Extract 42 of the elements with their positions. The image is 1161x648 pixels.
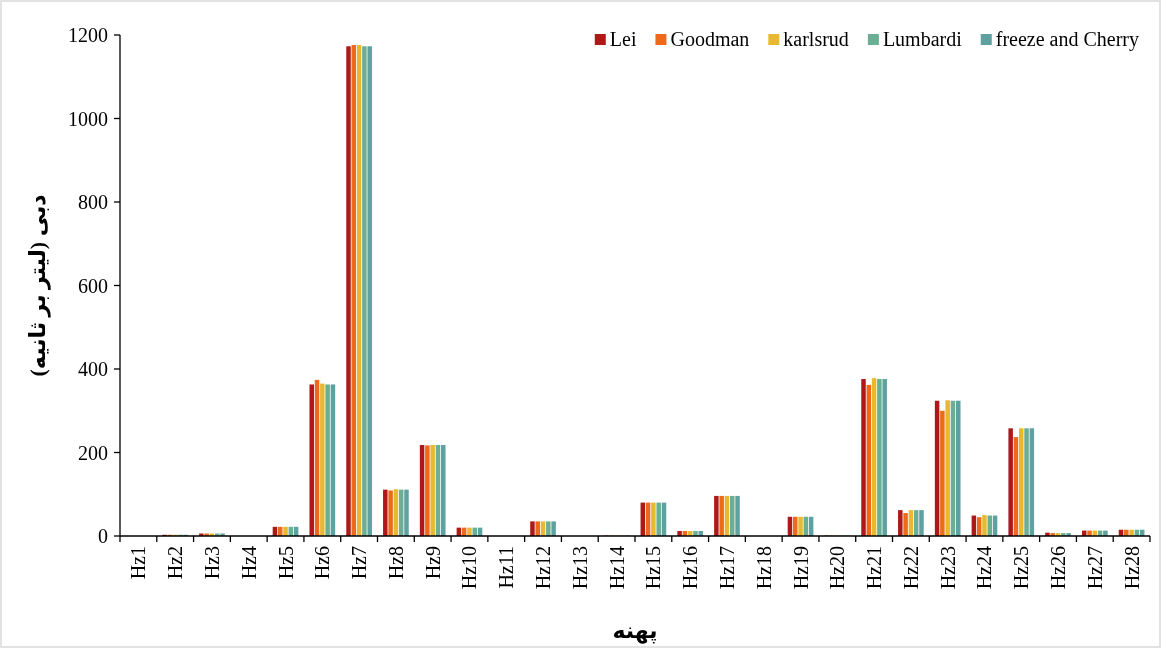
x-tick-label: Hz6 bbox=[311, 546, 334, 580]
x-tick-label: Hz17 bbox=[715, 546, 738, 590]
y-axis-title: دبی (لیتر بر ثانیه) bbox=[25, 194, 51, 377]
legend-label: Lei bbox=[609, 28, 637, 50]
legend-label: Lumbardi bbox=[882, 28, 963, 50]
x-tick-label: Hz14 bbox=[605, 546, 628, 590]
x-tick-label: Hz4 bbox=[237, 546, 260, 580]
x-tick-label: Hz13 bbox=[568, 546, 591, 590]
y-tick-label: 600 bbox=[78, 274, 108, 297]
y-tick-label: 0 bbox=[98, 525, 108, 547]
y-tick-label: 800 bbox=[78, 191, 108, 213]
x-tick-label: Hz18 bbox=[752, 546, 775, 590]
x-tick-label: Hz16 bbox=[679, 546, 702, 590]
x-tick-label: Hz12 bbox=[532, 546, 555, 590]
x-tick-label: Hz7 bbox=[348, 546, 371, 580]
legend-label: freeze and Cherry bbox=[995, 28, 1139, 51]
x-tick-label: Hz22 bbox=[899, 546, 922, 590]
legend-label: karlsrud bbox=[783, 28, 849, 50]
x-tick-label: Hz21 bbox=[863, 546, 886, 590]
x-tick-label: Hz23 bbox=[936, 546, 959, 590]
x-tick-label: Hz24 bbox=[973, 546, 996, 590]
x-axis-title: پهنه bbox=[612, 618, 658, 644]
y-tick-label: 1000 bbox=[68, 107, 108, 130]
x-tick-label: Hz26 bbox=[1047, 546, 1070, 590]
x-tick-label: Hz2 bbox=[164, 546, 187, 580]
x-tick-label: Hz19 bbox=[789, 546, 812, 590]
x-tick-label: Hz27 bbox=[1083, 546, 1106, 590]
x-tick-label: Hz25 bbox=[1010, 546, 1033, 590]
x-tick-label: Hz20 bbox=[826, 546, 849, 590]
x-tick-label: Hz1 bbox=[127, 546, 150, 580]
x-tick-label: Hz3 bbox=[200, 546, 223, 580]
x-tick-label: Hz11 bbox=[495, 546, 518, 589]
y-tick-label: 400 bbox=[78, 358, 108, 380]
x-tick-label: Hz10 bbox=[458, 546, 481, 590]
x-tick-label: Hz28 bbox=[1120, 546, 1143, 590]
y-tick-label: 200 bbox=[78, 441, 108, 464]
y-tick-label: 1200 bbox=[68, 24, 108, 46]
x-tick-label: Hz5 bbox=[274, 546, 297, 580]
x-tick-label: Hz8 bbox=[384, 546, 407, 580]
legend-label: Goodman bbox=[670, 28, 750, 50]
x-tick-label: Hz15 bbox=[642, 546, 665, 590]
x-tick-label: Hz9 bbox=[421, 546, 444, 580]
